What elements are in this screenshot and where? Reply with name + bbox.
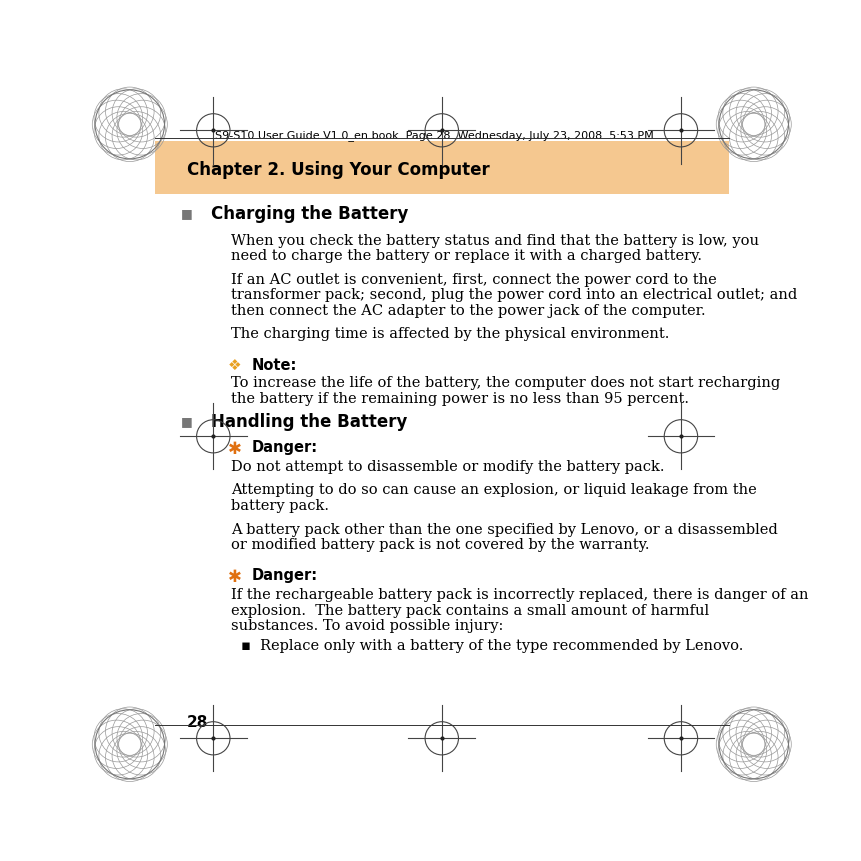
Text: Note:: Note: <box>251 357 296 372</box>
Text: battery pack.: battery pack. <box>231 499 329 512</box>
Text: If the rechargeable battery pack is incorrectly replaced, there is danger of an: If the rechargeable battery pack is inco… <box>231 587 808 601</box>
Text: transformer pack; second, plug the power cord into an electrical outlet; and: transformer pack; second, plug the power… <box>231 288 796 302</box>
FancyBboxPatch shape <box>154 142 728 195</box>
Text: When you check the battery status and find that the battery is low, you: When you check the battery status and fi… <box>231 233 759 247</box>
Text: substances. To avoid possible injury:: substances. To avoid possible injury: <box>231 618 503 633</box>
Text: Danger:: Danger: <box>251 440 317 455</box>
Text: need to charge the battery or replace it with a charged battery.: need to charge the battery or replace it… <box>231 249 702 263</box>
Text: Handling the Battery: Handling the Battery <box>211 412 407 430</box>
Text: To increase the life of the battery, the computer does not start recharging: To increase the life of the battery, the… <box>231 375 780 389</box>
Text: The charging time is affected by the physical environment.: The charging time is affected by the phy… <box>231 327 669 341</box>
Text: Chapter 2. Using Your Computer: Chapter 2. Using Your Computer <box>186 161 489 178</box>
Text: Do not attempt to disassemble or modify the battery pack.: Do not attempt to disassemble or modify … <box>231 459 664 474</box>
Text: ✱: ✱ <box>227 567 242 585</box>
Text: explosion.  The battery pack contains a small amount of harmful: explosion. The battery pack contains a s… <box>231 603 709 616</box>
Text: S9-S10 User Guide V1.0_en.book  Page 28  Wednesday, July 23, 2008  5:53 PM: S9-S10 User Guide V1.0_en.book Page 28 W… <box>214 130 653 140</box>
Text: the battery if the remaining power is no less than 95 percent.: the battery if the remaining power is no… <box>231 391 689 405</box>
Text: If an AC outlet is convenient, first, connect the power cord to the: If an AC outlet is convenient, first, co… <box>231 272 716 287</box>
Text: Attempting to do so can cause an explosion, or liquid leakage from the: Attempting to do so can cause an explosi… <box>231 483 756 497</box>
Text: 28: 28 <box>186 714 208 728</box>
Text: Charging the Battery: Charging the Battery <box>211 204 408 222</box>
Text: ❖: ❖ <box>227 357 241 372</box>
Text: then connect the AC adapter to the power jack of the computer.: then connect the AC adapter to the power… <box>231 304 705 318</box>
Text: ■: ■ <box>181 415 193 428</box>
Text: ▪  Replace only with a battery of the type recommended by Lenovo.: ▪ Replace only with a battery of the typ… <box>241 638 743 652</box>
Text: A battery pack other than the one specified by Lenovo, or a disassembled: A battery pack other than the one specif… <box>231 522 777 536</box>
Text: ✱: ✱ <box>227 440 242 458</box>
Text: Danger:: Danger: <box>251 567 317 583</box>
Text: or modified battery pack is not covered by the warranty.: or modified battery pack is not covered … <box>231 537 649 552</box>
Text: ■: ■ <box>181 207 193 220</box>
